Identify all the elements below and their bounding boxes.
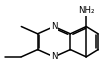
Text: NH₂: NH₂ [78,6,95,15]
Text: N: N [51,52,57,61]
Text: N: N [51,22,57,31]
